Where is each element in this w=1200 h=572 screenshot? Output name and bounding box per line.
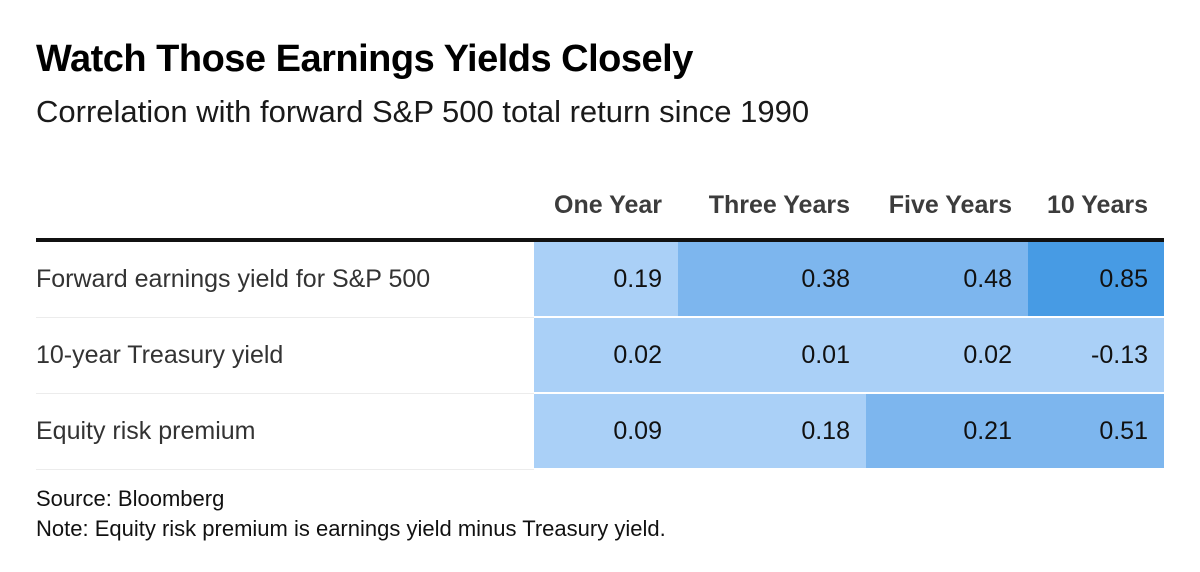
source-note: Source: Bloomberg <box>36 486 225 511</box>
value-cell: 0.51 <box>1028 393 1164 470</box>
value-cell: 0.02 <box>866 317 1028 394</box>
column-header-ten-years: 10 Years <box>1028 172 1164 242</box>
column-header-three-years: Three Years <box>678 172 866 242</box>
column-header-five-years: Five Years <box>866 172 1028 242</box>
value-cell: 0.09 <box>534 393 678 470</box>
value-cell: 0.48 <box>866 240 1028 318</box>
table-row: Equity risk premium 0.09 0.18 0.21 0.51 <box>36 393 1164 470</box>
table-row: Forward earnings yield for S&P 500 0.19 … <box>36 240 1164 318</box>
value-cell: 0.21 <box>866 393 1028 470</box>
value-cell: 0.19 <box>534 240 678 318</box>
row-label: Forward earnings yield for S&P 500 <box>36 240 534 318</box>
header-row: One Year Three Years Five Years 10 Years <box>36 172 1164 242</box>
value-cell: 0.38 <box>678 240 866 318</box>
chart-footer: Source: Bloomberg Note: Equity risk prem… <box>36 484 666 544</box>
row-label: Equity risk premium <box>36 393 534 470</box>
row-label: 10-year Treasury yield <box>36 317 534 394</box>
header-corner <box>36 172 534 242</box>
value-cell: 0.02 <box>534 317 678 394</box>
value-cell: -0.13 <box>1028 317 1164 394</box>
chart-title: Watch Those Earnings Yields Closely <box>36 38 693 80</box>
footnote: Note: Equity risk premium is earnings yi… <box>36 516 666 541</box>
column-header-one-year: One Year <box>534 172 678 242</box>
value-cell: 0.01 <box>678 317 866 394</box>
chart-subtitle: Correlation with forward S&P 500 total r… <box>36 94 810 129</box>
table-row: 10-year Treasury yield 0.02 0.01 0.02 -0… <box>36 317 1164 394</box>
value-cell: 0.85 <box>1028 240 1164 318</box>
correlation-table: One Year Three Years Five Years 10 Years… <box>36 172 1164 470</box>
value-cell: 0.18 <box>678 393 866 470</box>
